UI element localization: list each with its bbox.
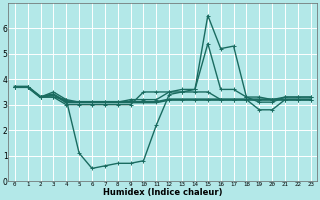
X-axis label: Humidex (Indice chaleur): Humidex (Indice chaleur) xyxy=(103,188,222,197)
